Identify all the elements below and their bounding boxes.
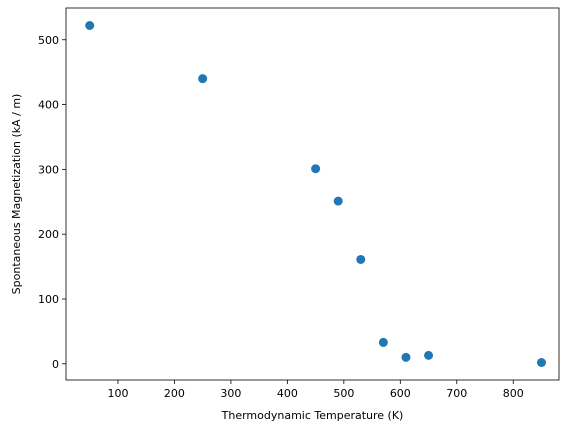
point bbox=[424, 350, 434, 360]
x-tick-label: 300 bbox=[220, 387, 241, 400]
x-tick-label: 400 bbox=[277, 387, 298, 400]
point bbox=[198, 74, 208, 84]
y-tick-label: 500 bbox=[38, 34, 59, 47]
x-tick-label: 500 bbox=[333, 387, 354, 400]
point bbox=[333, 196, 343, 206]
point bbox=[311, 164, 321, 174]
point bbox=[401, 352, 411, 362]
x-tick-label: 100 bbox=[107, 387, 128, 400]
y-tick-label: 100 bbox=[38, 293, 59, 306]
y-tick-label: 200 bbox=[38, 228, 59, 241]
y-axis-label: Spontaneous Magnetization (kA / m) bbox=[10, 94, 23, 295]
x-tick-label: 600 bbox=[390, 387, 411, 400]
point bbox=[85, 20, 95, 30]
x-tick-label: 700 bbox=[446, 387, 467, 400]
point bbox=[378, 337, 388, 347]
y-tick-label: 0 bbox=[52, 358, 59, 371]
x-tick-label: 200 bbox=[164, 387, 185, 400]
plot-frame bbox=[65, 7, 560, 381]
point bbox=[356, 254, 366, 264]
y-tick-label: 400 bbox=[38, 99, 59, 112]
point bbox=[536, 358, 546, 368]
y-tick-label: 300 bbox=[38, 163, 59, 176]
x-tick-label: 800 bbox=[503, 387, 524, 400]
x-axis-label: Thermodynamic Temperature (K) bbox=[221, 409, 404, 422]
